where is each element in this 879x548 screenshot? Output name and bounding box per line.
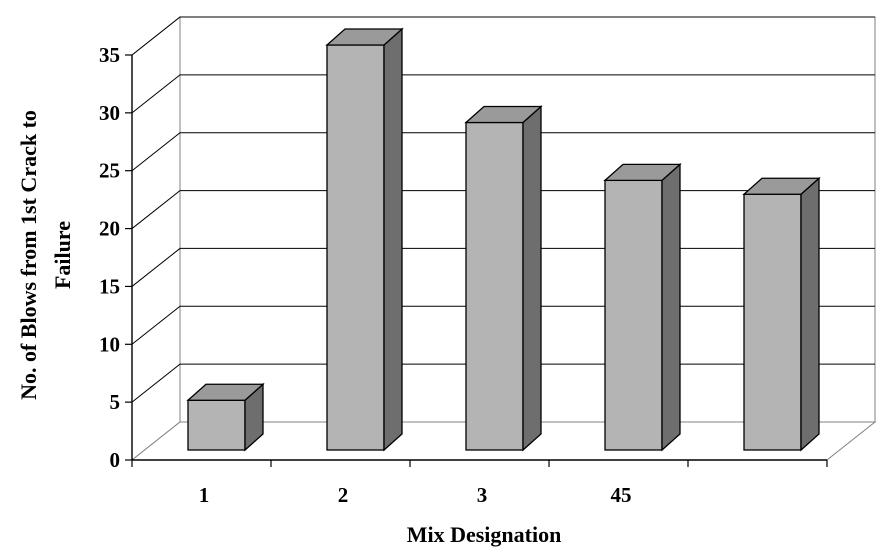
y-tick-label: 20 [99, 217, 120, 241]
y-axis-title-line-1: No. of Blows from 1st Crack to [16, 110, 41, 400]
bar [325, 27, 404, 452]
y-tick-label: 10 [99, 332, 120, 356]
x-axis-title: Mix Designation [407, 522, 562, 547]
x-tick-label: 3 [477, 483, 488, 507]
x-tick-label: 2 [338, 483, 349, 507]
side-wall [131, 15, 181, 462]
bar-front [465, 121, 524, 451]
x-tick-labels: 1 2 3 45 [199, 483, 632, 507]
y-tick-label: 15 [99, 274, 120, 298]
bar-top [186, 383, 265, 401]
bar-side [383, 27, 403, 452]
bar-front [187, 399, 246, 451]
y-tick-label: 35 [99, 43, 120, 67]
axes [125, 54, 828, 467]
bar-top [603, 163, 682, 182]
x-tick-label: 1 [199, 483, 210, 507]
y-tick-label: 0 [110, 448, 121, 472]
bar-top [464, 105, 543, 124]
bar-side [800, 176, 820, 452]
bar-top [325, 28, 404, 46]
y-tick-label: 25 [99, 159, 120, 183]
y-axis-title-line-2: Failure [50, 221, 75, 289]
y-tick-labels: 0 5 10 15 20 25 30 35 [99, 43, 120, 472]
bar-side [522, 105, 542, 452]
gridline [131, 132, 875, 172]
bar [464, 105, 543, 452]
y-axis-title: No. of Blows from 1st Crack to Failure [16, 110, 75, 400]
x-tick-label: 45 [611, 483, 632, 507]
bar-front [326, 44, 385, 451]
y-tick-label: 5 [110, 390, 121, 414]
bar [742, 176, 821, 452]
bars [186, 27, 821, 452]
gridline [131, 74, 875, 114]
bar-side [661, 162, 681, 452]
bar [186, 382, 265, 452]
bar-top [742, 177, 821, 195]
bar-front [604, 179, 663, 451]
bar-front [743, 193, 802, 451]
gridline [131, 16, 875, 56]
y-tick-label: 30 [99, 101, 120, 125]
bar [603, 162, 682, 452]
